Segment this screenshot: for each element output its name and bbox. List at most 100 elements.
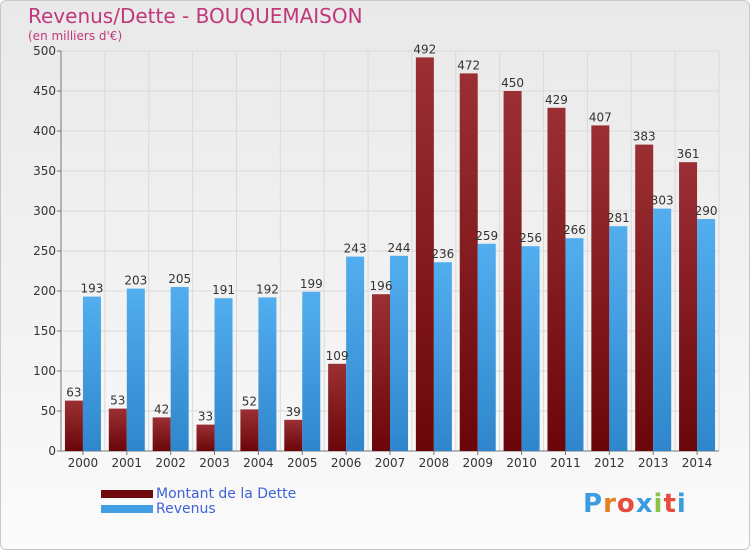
bar-debt [372, 294, 390, 451]
brand-letter: i [653, 489, 664, 519]
brand-letter: o [616, 489, 636, 519]
y-tick-label: 400 [33, 124, 56, 138]
x-tick-label: 2003 [199, 456, 230, 470]
y-tick-label: 350 [33, 164, 56, 178]
brand-letter: x [635, 489, 654, 519]
bar-debt [196, 424, 215, 451]
data-label: 266 [563, 223, 586, 237]
bar-debt [152, 417, 171, 451]
x-tick-label: 2004 [243, 456, 274, 470]
data-label: 42 [154, 402, 169, 416]
bar-debt [284, 419, 303, 451]
data-label: 236 [431, 247, 454, 261]
bar-revenus [170, 287, 189, 451]
bar-debt [328, 363, 347, 451]
x-tick-label: 2012 [594, 456, 625, 470]
bar-revenus [565, 238, 584, 451]
y-tick-label: 200 [33, 284, 56, 298]
x-tick-label: 2007 [375, 456, 406, 470]
bar-revenus [126, 288, 145, 451]
data-label: 53 [110, 394, 125, 408]
y-tick-label: 450 [33, 84, 56, 98]
y-tick-label: 300 [33, 204, 56, 218]
y-tick-label: 250 [33, 244, 56, 258]
data-label: 429 [545, 93, 568, 107]
data-label: 192 [256, 282, 279, 296]
data-label: 199 [300, 277, 323, 291]
x-tick-label: 2010 [506, 456, 537, 470]
x-tick-label: 2005 [287, 456, 318, 470]
legend-label-revenus: Revenus [156, 501, 216, 517]
data-label: 39 [286, 405, 301, 419]
bar-debt [415, 57, 434, 452]
legend-swatch-revenus [101, 505, 153, 513]
data-label: 472 [457, 58, 480, 72]
legend-label-debt: Montant de la Dette [156, 486, 297, 502]
bar-debt [591, 125, 610, 452]
bar-revenus [214, 298, 233, 451]
bar-revenus [390, 255, 408, 451]
x-tick-label: 2011 [550, 456, 581, 470]
y-tick-label: 50 [41, 404, 56, 418]
bar-revenus [653, 208, 672, 451]
brand-letter: r [603, 489, 617, 519]
y-tick-label: 100 [33, 364, 56, 378]
x-tick-label: 2009 [462, 456, 493, 470]
data-labels: 63 193 53 203 42 205 33 191 52 192 39 199 109 243 196 2… [66, 42, 717, 423]
bar-debt [459, 73, 478, 452]
x-tick-label: 2000 [68, 456, 99, 470]
bar-revenus [302, 291, 321, 451]
bars [64, 57, 716, 452]
brand-letter: P [583, 489, 604, 519]
x-tick-label: 2002 [155, 456, 186, 470]
x-tick-label: 2001 [112, 456, 143, 470]
brand-logo: Proxiti [583, 489, 687, 519]
brand-letter: i [676, 489, 687, 519]
data-label: 407 [589, 110, 612, 124]
x-tick-label: 2006 [331, 456, 362, 470]
data-label: 256 [519, 231, 542, 245]
data-label: 109 [326, 349, 349, 363]
bar-debt [547, 107, 566, 452]
chart-title: Revenus/Dette - BOUQUEMAISON [28, 4, 363, 28]
bar-revenus [521, 246, 540, 451]
data-label: 361 [677, 147, 700, 161]
data-label: 196 [370, 279, 393, 293]
y-tick-label: 150 [33, 324, 56, 338]
x-tick-label: 2008 [419, 456, 450, 470]
data-label: 259 [475, 229, 498, 243]
data-label: 492 [413, 42, 436, 56]
data-label: 243 [344, 242, 367, 256]
brand-letter: t [663, 489, 677, 519]
data-label: 203 [124, 274, 147, 288]
bar-revenus [697, 219, 716, 451]
bar-revenus [82, 296, 101, 451]
chart-subtitle: (en milliers d'€) [28, 29, 123, 43]
data-label: 383 [633, 130, 656, 144]
data-label: 303 [651, 194, 674, 208]
y-tick-label: 0 [48, 444, 56, 458]
x-tick-label: 2013 [638, 456, 669, 470]
bar-debt [635, 144, 654, 451]
legend-swatch-debt [101, 490, 153, 498]
data-label: 290 [695, 204, 718, 218]
bar-debt [240, 409, 259, 451]
bar-debt [64, 400, 83, 451]
bar-revenus [609, 226, 628, 451]
data-label: 193 [80, 282, 103, 296]
data-label: 244 [388, 241, 411, 255]
data-label: 63 [66, 386, 81, 400]
data-label: 191 [212, 283, 235, 297]
data-label: 52 [242, 394, 257, 408]
bar-revenus [477, 243, 496, 451]
bar-debt [108, 408, 127, 451]
y-tick-label: 500 [33, 44, 56, 58]
bar-debt [503, 91, 522, 451]
data-label: 450 [501, 76, 524, 90]
bar-revenus [433, 262, 452, 451]
data-label: 281 [607, 211, 630, 225]
bar-debt [679, 162, 698, 451]
bar-revenus [258, 297, 277, 451]
